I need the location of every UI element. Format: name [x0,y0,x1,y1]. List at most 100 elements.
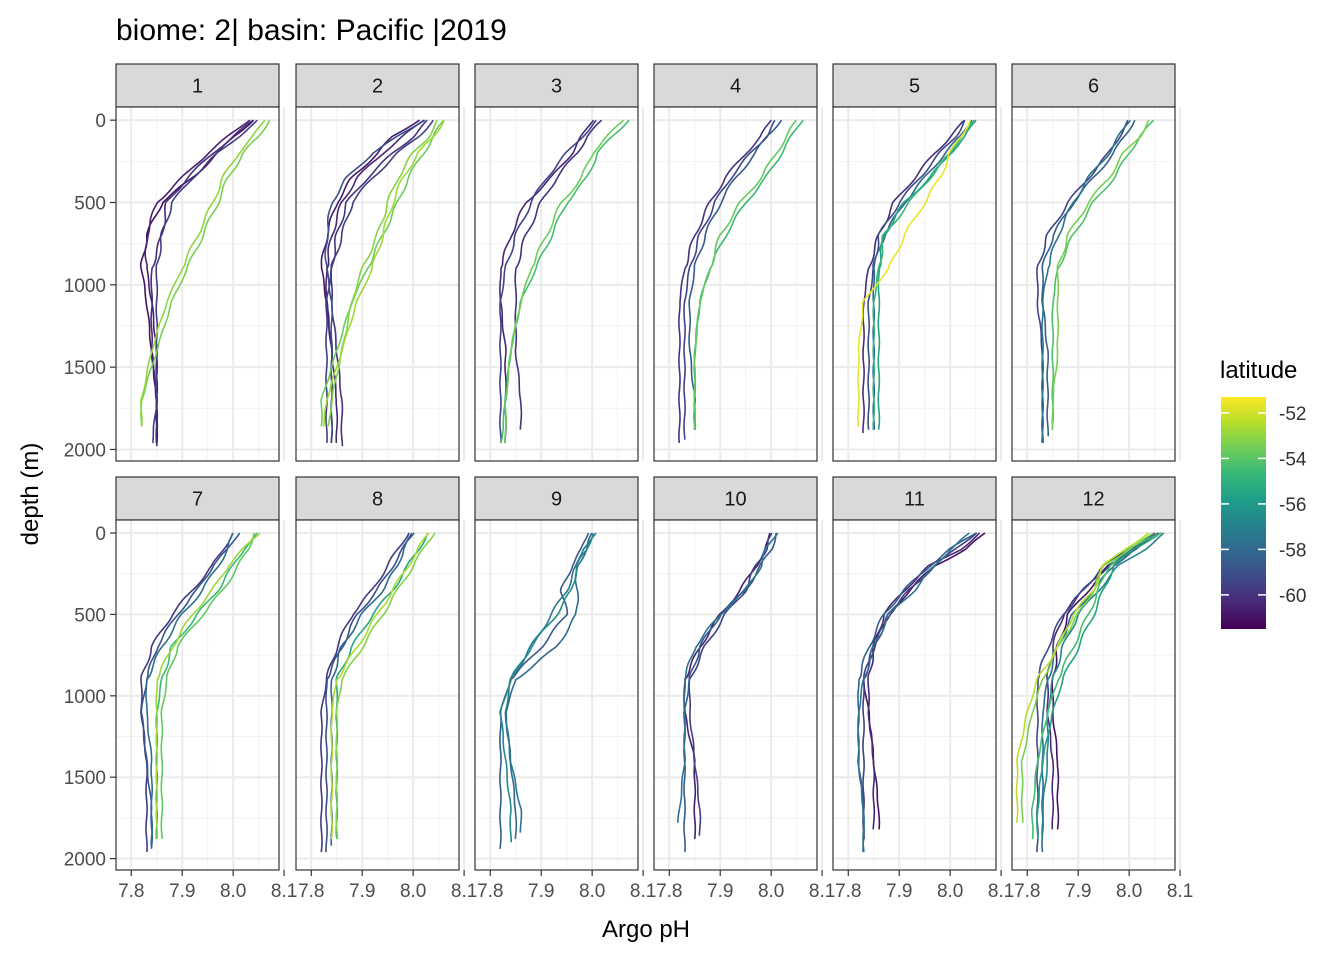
profile-line [872,119,975,430]
x-tick-label: 8.1 [451,881,477,902]
facet-strip [115,476,280,521]
facet-strip-label: 9 [551,489,562,511]
y-axis-title: depth (m) [17,443,44,546]
x-tick-label: 7.9 [886,881,912,902]
facet-panel-12: 12 7.8 7.9 8.0 8.1 [1011,476,1193,902]
y-tick-label: 500 [74,605,106,626]
panel-border [115,106,280,462]
y-tick-label: 1000 [64,687,106,708]
profile-line [1041,532,1165,840]
profile-line [514,119,603,430]
facet-strip-label: 11 [904,489,925,511]
x-tick-label: 8.0 [579,881,605,902]
x-tick-label: 7.8 [656,881,682,902]
x-tick-label: 8.0 [758,881,784,902]
profile-line [1036,532,1162,840]
profile-line [150,119,254,447]
x-tick-label: 8.1 [809,881,835,902]
x-tick-label: 7.8 [835,881,861,902]
x-tick-label: 7.9 [349,881,375,902]
legend-tick-label: -58 [1279,540,1306,561]
profile-line [320,119,445,427]
legend-tick-label: -52 [1279,404,1306,425]
panel-border [1011,106,1176,462]
profile-line [1031,532,1162,840]
facet-panel-10: 10 7.8 7.9 8.0 8.1 [653,476,835,902]
profile-line [862,532,978,840]
profile-line [155,532,261,840]
x-tick-label: 8.1 [630,881,656,902]
profile-line [325,119,425,443]
profile-line [499,119,597,443]
profile-line [160,532,255,840]
legend-title: latitude [1220,357,1297,384]
profile-line [1015,532,1150,823]
facet-strip [295,476,460,521]
profile-line [1051,119,1155,430]
x-tick-label: 7.8 [477,881,503,902]
x-tick-label: 7.8 [298,881,324,902]
profile-line [325,119,434,443]
profile-line [324,119,426,443]
facet-strip [115,63,280,108]
facet-strip-label: 3 [551,76,562,98]
panel-border [474,106,639,462]
y-tick-label: 1000 [64,276,106,297]
profile-line [1041,119,1136,437]
x-tick-label: 7.8 [1014,881,1040,902]
facet-strip-label: 5 [909,76,920,98]
y-tick-label: 0 [95,524,106,545]
x-tick-label: 7.9 [1065,881,1091,902]
y-tick-label: 2000 [64,440,106,461]
profile-line [152,119,258,443]
x-tick-label: 8.1 [271,881,297,902]
panel-border [653,519,818,871]
profile-line [335,532,436,840]
x-tick-label: 7.9 [169,881,195,902]
profile-line [1020,532,1154,823]
y-tick-label: 1500 [64,358,106,379]
profile-line [677,532,779,823]
y-tick-label: 2000 [64,850,106,871]
profile-line [1051,119,1150,430]
panel-border [832,519,997,871]
profile-line [140,119,266,427]
profile-line [330,119,428,447]
facet-strip-label: 6 [1088,76,1099,98]
panel-border [115,519,280,871]
profile-line [688,119,783,430]
y-tick-label: 1500 [64,768,106,789]
profile-line [683,532,777,853]
profile-line [140,532,234,853]
facet-panel-11: 11 7.8 7.9 8.0 8.1 [832,476,1014,902]
profile-line [330,532,430,840]
profile-line [140,119,271,427]
profile-line [323,119,445,427]
chart-title: biome: 2| basin: Pacific |2019 [116,14,507,47]
profile-line [327,119,438,427]
x-tick-label: 7.9 [707,881,733,902]
panel-border [474,519,639,871]
facet-panel-3: 3 [474,63,645,462]
profile-line [877,119,977,430]
facet-strip-label: 2 [372,76,383,98]
profile-line [857,532,970,853]
facet-strip [653,476,818,521]
panel-border [653,106,818,462]
facet-panel-5: 5 [832,63,1003,462]
latitude-legend: latitude -52 -54 -56 -58 -60 [1220,357,1307,629]
facet-panel-2: 2 [295,63,466,462]
facet-strip-label: 1 [192,76,203,98]
profile-line [1041,119,1132,443]
facet-panel-4: 4 [653,63,824,462]
facet-panel-7: 7 0 500 1000 1500 2000 7.8 7.9 8.0 8.1 [64,476,297,902]
y-tick-label: 0 [95,111,106,132]
profile-line [867,532,981,830]
profile-line [862,119,965,433]
facet-strip-label: 7 [192,489,203,511]
legend-colorbar [1221,397,1266,629]
facet-panel-8: 8 7.8 7.9 8.0 8.1 [295,476,477,902]
profile-line [867,119,966,430]
